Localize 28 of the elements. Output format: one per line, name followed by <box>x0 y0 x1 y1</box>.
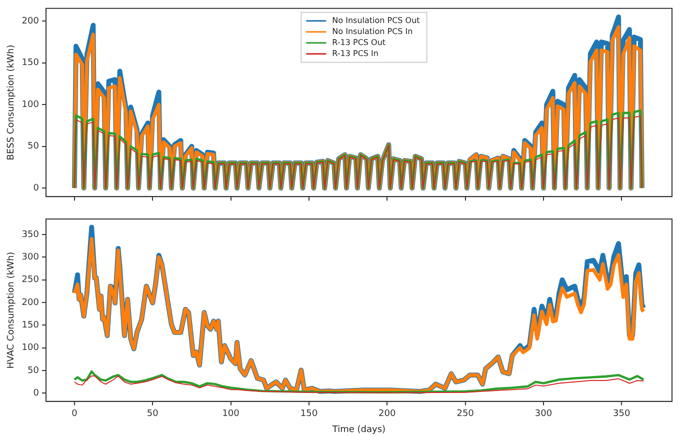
x-tick-label: 100 <box>222 409 240 420</box>
x-tick-label: 250 <box>456 409 474 420</box>
y-tick-label: 300 <box>22 252 40 262</box>
y-tick-label: 350 <box>22 230 40 240</box>
y-axis-title: HVAC Consumption (kWh) <box>6 252 17 369</box>
legend-label: R-13 PCS Out <box>332 38 386 47</box>
y-tick-label: 150 <box>22 58 40 68</box>
y-tick-label: 50 <box>28 142 40 152</box>
y-tick-label: 100 <box>22 100 40 110</box>
x-axis-title: Time (days) <box>331 424 386 435</box>
y-tick-label: 0 <box>33 183 40 194</box>
x-tick-label: 300 <box>534 409 552 420</box>
x-tick-label: 350 <box>613 409 631 420</box>
y-tick-label: 200 <box>22 298 40 308</box>
y-axis-title: BESS Consumption (kWh) <box>6 44 17 160</box>
y-tick-label: 150 <box>22 320 40 331</box>
y-tick-label: 100 <box>22 343 40 354</box>
x-tick-label: 200 <box>378 409 396 420</box>
legend-label: No Insulation PCS In <box>332 26 413 36</box>
y-tick-label: 0 <box>33 388 40 399</box>
y-tick-label: 200 <box>22 16 40 26</box>
x-tick-label: 150 <box>300 409 318 420</box>
y-tick-label: 250 <box>22 275 40 286</box>
x-tick-label: 0 <box>72 409 78 420</box>
x-tick-label: 50 <box>146 409 159 420</box>
legend-label: No Insulation PCS Out <box>332 16 420 25</box>
y-tick-label: 50 <box>28 366 40 376</box>
legend-label: R-13 PCS In <box>332 48 378 58</box>
